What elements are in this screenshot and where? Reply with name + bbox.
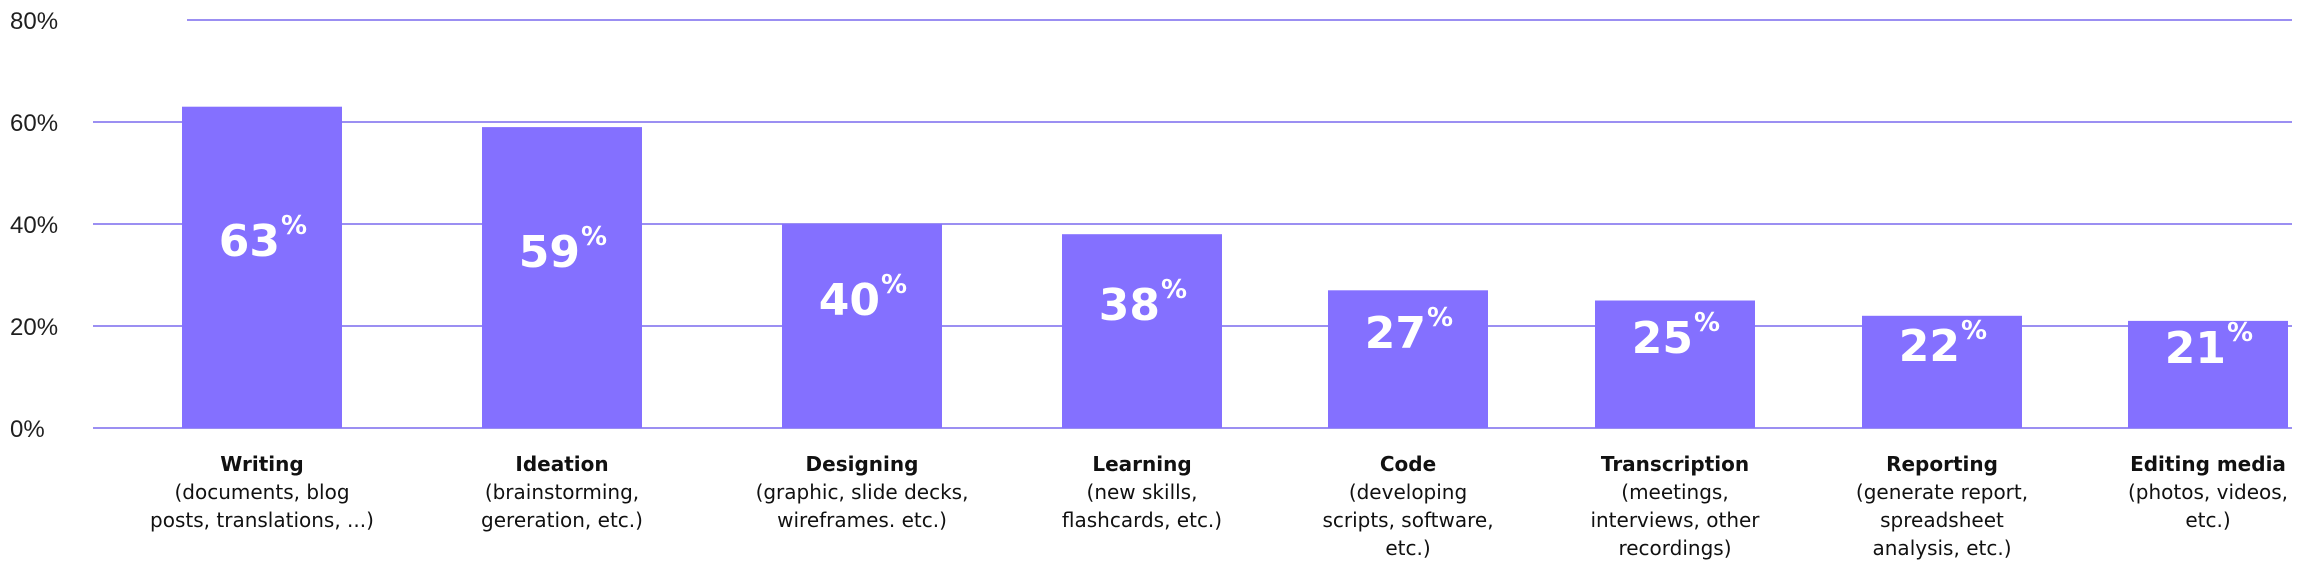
bar-value-suffix: %: [1961, 316, 1987, 346]
bars: [182, 106, 2288, 428]
category-description: (generate report,: [1856, 480, 2028, 504]
category-description: etc.): [2185, 508, 2230, 532]
category-title: Ideation: [515, 452, 608, 476]
category-description: etc.): [1385, 536, 1430, 560]
bar-value-label: 27: [1365, 308, 1426, 359]
category-description: gereration, etc.): [481, 508, 643, 532]
y-tick-label: 80%: [10, 8, 58, 35]
bar: [1328, 290, 1488, 428]
bar: [482, 127, 642, 428]
y-axis-ticks: 0% 20% 40% 60% 80%: [10, 8, 58, 443]
bar-value-suffix: %: [2227, 318, 2253, 348]
bar-value-label: 21: [2165, 323, 2226, 374]
category-title: Editing media: [2130, 452, 2286, 476]
category-title: Transcription: [1601, 452, 1749, 476]
category-labels: Writing (documents, blog posts, translatio…: [150, 452, 2288, 560]
y-tick-label: 0%: [10, 416, 45, 443]
y-tick-label: 20%: [10, 314, 58, 341]
bar-value-label: 40: [819, 275, 880, 326]
bar-value-label: 59: [519, 227, 580, 278]
category-title: Code: [1380, 452, 1436, 476]
category-title: Designing: [806, 452, 919, 476]
bar: [1595, 300, 1755, 428]
bar-value-label: 25: [1632, 313, 1693, 364]
category-description: (documents, blog: [174, 480, 349, 504]
category-description: (graphic, slide decks,: [756, 480, 969, 504]
category-description: recordings): [1618, 536, 1731, 560]
bar-value-label: 22: [1899, 321, 1960, 372]
bar-value-suffix: %: [881, 270, 907, 300]
category-description: flashcards, etc.): [1062, 508, 1222, 532]
y-tick-label: 40%: [10, 212, 58, 239]
bar-value-suffix: %: [281, 211, 307, 241]
category-title: Learning: [1092, 452, 1191, 476]
bar: [2128, 320, 2288, 428]
y-tick-label: 60%: [10, 110, 58, 137]
category-description: (photos, videos,: [2128, 480, 2288, 504]
category-title: Reporting: [1886, 452, 1998, 476]
category-description: (brainstorming,: [485, 480, 639, 504]
bar-value-suffix: %: [1427, 303, 1453, 333]
bar-value-label: 63: [219, 216, 280, 267]
category-description: interviews, other: [1590, 508, 1760, 532]
category-title: Writing: [220, 452, 303, 476]
bar: [1862, 315, 2022, 428]
category-description: wireframes. etc.): [777, 508, 947, 532]
bar: [1062, 234, 1222, 428]
bar-value-suffix: %: [581, 222, 607, 252]
bar-value-suffix: %: [1161, 275, 1187, 305]
category-description: spreadsheet: [1880, 508, 2004, 532]
category-description: (new skills,: [1087, 480, 1198, 504]
category-description: analysis, etc.): [1873, 536, 2012, 560]
bar: [782, 224, 942, 428]
category-description: posts, translations, ...): [150, 508, 374, 532]
value-labels: 63 %59 %40% 38 %27% 25% 22% 21%: [219, 211, 2253, 374]
category-description: (developing: [1349, 480, 1467, 504]
category-description: scripts, software,: [1322, 508, 1493, 532]
bar: [182, 106, 342, 428]
category-description: (meetings,: [1621, 480, 1728, 504]
bar-value-label: 38: [1099, 280, 1160, 331]
bar-value-suffix: %: [1694, 308, 1720, 338]
